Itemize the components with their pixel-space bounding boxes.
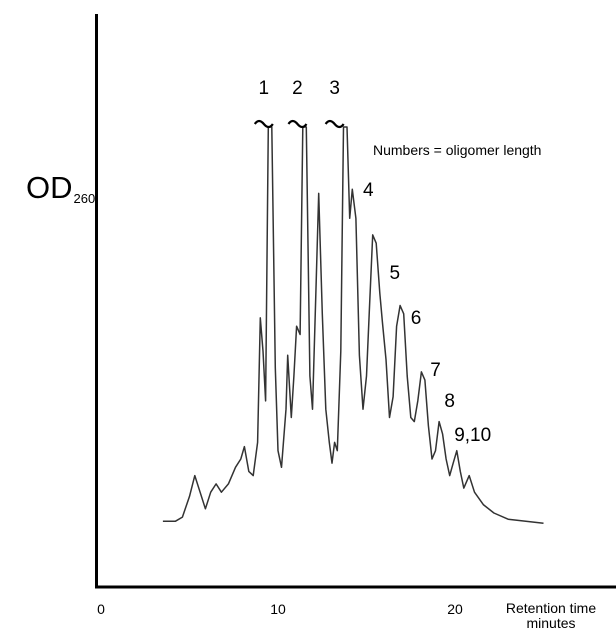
peak-label: 2 xyxy=(292,78,303,100)
offscale-break-mark xyxy=(287,119,308,129)
peak-label: 1 xyxy=(258,78,270,100)
x-tick-label: 10 xyxy=(270,601,286,617)
peak-label: 9,10 xyxy=(454,424,492,446)
x-tick-label: 0 xyxy=(97,601,105,617)
peak-label: 5 xyxy=(389,262,401,284)
peak-label: 6 xyxy=(410,308,422,330)
x-tick-label: 20 xyxy=(447,601,463,617)
x-axis-label-line2: minutes xyxy=(526,615,576,631)
peak-label: 4 xyxy=(362,179,374,201)
chromatogram-trace xyxy=(162,126,544,525)
y-axis-label-subscript: 260 xyxy=(73,191,96,206)
offscale-break-marks xyxy=(253,119,345,129)
offscale-break-mark xyxy=(324,119,345,129)
offscale-break-mark xyxy=(253,119,274,129)
peak-label: 8 xyxy=(444,391,455,413)
x-axis-label-line1: Retention time xyxy=(505,600,597,616)
annotation-oligomer-length: Numbers = oligomer length xyxy=(373,142,542,158)
y-axis-label-main: OD xyxy=(26,170,73,205)
peak-label: 3 xyxy=(329,78,340,100)
peak-label: 7 xyxy=(430,360,441,382)
y-axis-label: OD260 xyxy=(26,172,95,205)
x-axis-label: Retention time minutes xyxy=(501,601,601,631)
